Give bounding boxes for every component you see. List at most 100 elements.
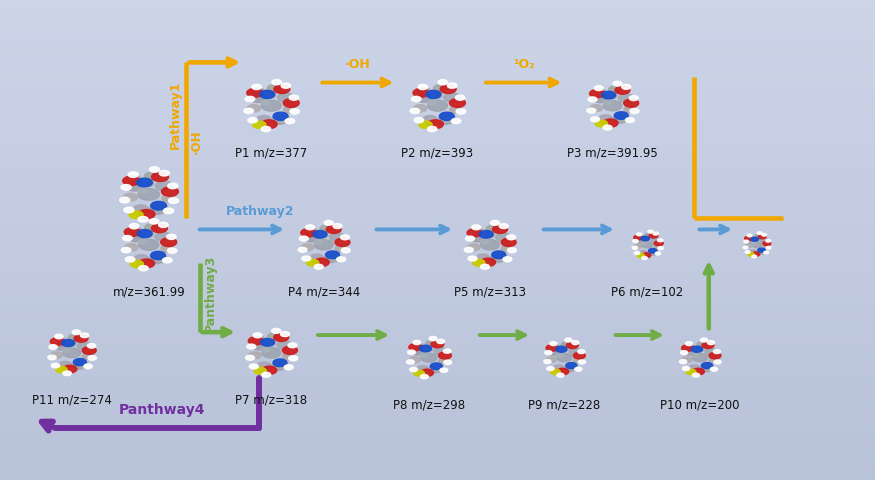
Circle shape	[262, 366, 276, 374]
Bar	[0, 222, 875, 228]
Circle shape	[252, 84, 262, 90]
Bar	[0, 150, 875, 156]
Circle shape	[158, 222, 168, 228]
Circle shape	[493, 225, 507, 233]
Circle shape	[82, 353, 94, 360]
Circle shape	[761, 250, 766, 253]
Circle shape	[752, 255, 757, 258]
Circle shape	[414, 343, 424, 348]
Circle shape	[689, 365, 700, 371]
Circle shape	[129, 211, 144, 218]
Circle shape	[654, 241, 663, 246]
Circle shape	[746, 251, 750, 253]
Circle shape	[63, 348, 71, 352]
Circle shape	[700, 365, 711, 372]
Circle shape	[161, 238, 177, 247]
Circle shape	[274, 333, 289, 341]
Circle shape	[120, 197, 130, 203]
Circle shape	[248, 118, 257, 123]
Bar	[0, 450, 875, 456]
Circle shape	[253, 121, 266, 129]
Bar	[0, 330, 875, 336]
Circle shape	[498, 255, 508, 261]
Bar	[0, 156, 875, 162]
Circle shape	[262, 372, 270, 377]
Circle shape	[314, 264, 323, 269]
Text: P5 m/z=313: P5 m/z=313	[454, 286, 526, 299]
Circle shape	[426, 90, 441, 98]
Circle shape	[436, 366, 444, 372]
Circle shape	[624, 99, 639, 107]
Circle shape	[298, 247, 307, 252]
Circle shape	[743, 246, 748, 249]
Circle shape	[438, 352, 452, 359]
Circle shape	[747, 252, 754, 256]
Circle shape	[547, 367, 554, 371]
Circle shape	[437, 339, 444, 344]
Circle shape	[755, 234, 761, 238]
Circle shape	[465, 247, 473, 252]
Circle shape	[414, 118, 424, 123]
Bar	[0, 192, 875, 198]
Circle shape	[125, 257, 135, 262]
Bar	[0, 210, 875, 216]
Circle shape	[550, 342, 557, 346]
Circle shape	[546, 345, 558, 351]
Circle shape	[564, 338, 572, 342]
Circle shape	[124, 228, 140, 237]
Circle shape	[480, 240, 489, 244]
Circle shape	[253, 88, 264, 94]
Circle shape	[641, 241, 647, 244]
Circle shape	[248, 105, 261, 112]
Bar	[0, 270, 875, 276]
Circle shape	[122, 248, 131, 253]
Circle shape	[413, 88, 429, 97]
Circle shape	[619, 94, 634, 102]
Circle shape	[125, 244, 138, 251]
Circle shape	[566, 342, 578, 348]
Bar	[0, 246, 875, 252]
Circle shape	[290, 109, 299, 114]
Circle shape	[658, 247, 663, 250]
Circle shape	[136, 178, 152, 187]
Circle shape	[421, 369, 433, 376]
Circle shape	[253, 333, 262, 338]
Bar	[0, 396, 875, 402]
Circle shape	[162, 187, 178, 196]
Circle shape	[702, 342, 714, 348]
Text: P6 m/z=102: P6 m/z=102	[612, 286, 683, 299]
Circle shape	[654, 245, 662, 249]
Circle shape	[445, 116, 457, 122]
Bar	[0, 252, 875, 258]
Circle shape	[261, 126, 270, 132]
Circle shape	[766, 240, 771, 242]
Circle shape	[637, 253, 645, 258]
Circle shape	[167, 248, 177, 253]
Circle shape	[419, 121, 432, 129]
Circle shape	[588, 97, 597, 102]
Circle shape	[710, 367, 717, 371]
Circle shape	[302, 256, 311, 261]
Circle shape	[573, 352, 585, 359]
Circle shape	[640, 251, 648, 255]
Bar	[0, 72, 875, 78]
Circle shape	[745, 236, 752, 240]
Bar	[0, 12, 875, 18]
Circle shape	[432, 93, 443, 98]
Text: P1 m/z=377: P1 m/z=377	[235, 146, 307, 159]
Circle shape	[314, 240, 333, 250]
Circle shape	[128, 172, 138, 178]
Circle shape	[144, 181, 154, 187]
Circle shape	[648, 230, 653, 233]
Circle shape	[285, 119, 295, 124]
Circle shape	[766, 246, 771, 249]
Circle shape	[84, 364, 92, 369]
Circle shape	[684, 349, 696, 355]
Circle shape	[150, 202, 166, 210]
Circle shape	[595, 89, 606, 95]
Bar	[0, 372, 875, 378]
Circle shape	[692, 353, 708, 362]
Circle shape	[613, 81, 622, 86]
Bar	[0, 24, 875, 30]
Circle shape	[150, 219, 159, 224]
